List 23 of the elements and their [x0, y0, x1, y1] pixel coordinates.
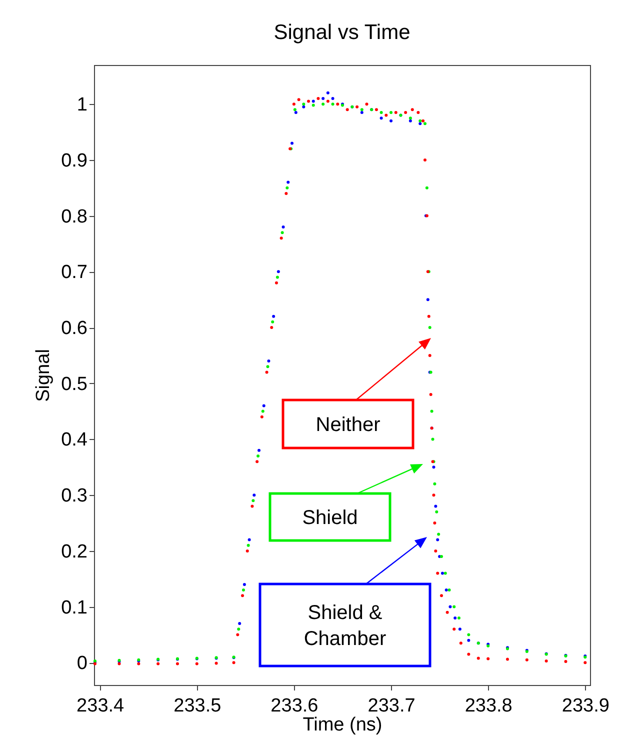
y-tick-label: 0.8 — [61, 206, 88, 228]
y-tick-label: 0.4 — [61, 430, 88, 451]
y-tick-label: 0.9 — [61, 150, 88, 172]
y-tick-label: 0.2 — [61, 541, 88, 562]
y-tick-label: 1 — [76, 94, 88, 116]
annotation: Neither — [316, 414, 381, 436]
x-tick-label: 233.4 — [76, 696, 125, 716]
y-tick-label: 0.5 — [61, 374, 88, 395]
y-tick-label: 0.1 — [61, 597, 88, 618]
x-tick-label: 233.6 — [270, 696, 318, 716]
x-tick-label: 233.8 — [464, 696, 512, 716]
chart-title: Signal vs Time — [274, 21, 410, 44]
annotation: Shield — [302, 507, 358, 529]
y-tick-label: 0 — [76, 653, 88, 674]
y-tick-label: 0.6 — [61, 318, 88, 340]
y-axis-title: Signal — [33, 349, 54, 402]
annotation: Shield & Chamber — [304, 602, 386, 650]
x-tick-label: 233.5 — [174, 696, 222, 716]
x-axis-title: Time (ns) — [302, 714, 382, 736]
x-tick-label: 233.7 — [368, 696, 416, 716]
x-tick-label: 233.9 — [562, 696, 610, 716]
y-tick-label: 0.7 — [61, 262, 88, 284]
y-tick-label: 0.3 — [61, 486, 88, 507]
